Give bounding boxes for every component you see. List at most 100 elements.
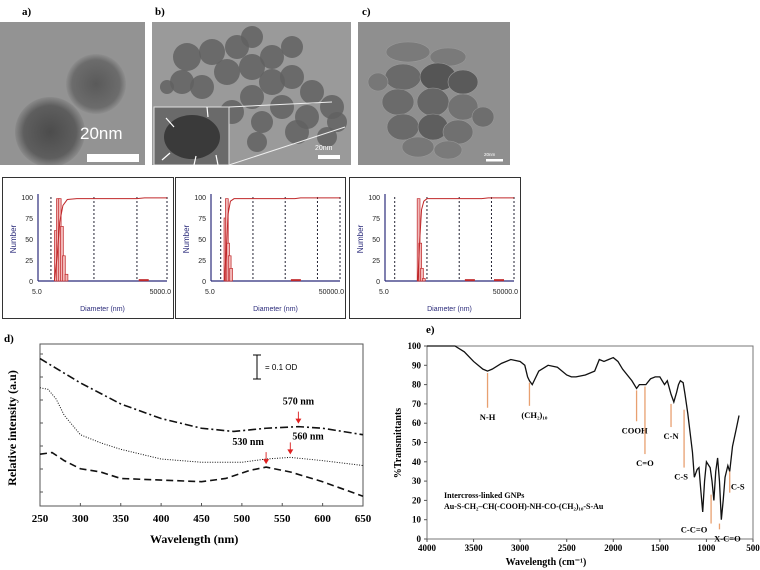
x-axis-title: Wavelength (cm⁻¹) <box>506 557 587 568</box>
annotation-label: C-S <box>674 472 688 482</box>
x-tick-label: 3500 <box>465 543 484 553</box>
size-distribution-chart-1: 0 25 50 75 100 5.0 5000.0 Diameter (nm) Number <box>2 177 174 319</box>
x-tick-label: 5.0 <box>205 289 215 296</box>
nanoparticle <box>199 39 225 65</box>
nanoparticle <box>66 54 126 114</box>
spectrum-dashed <box>39 451 364 498</box>
panel-label-d: d) <box>4 333 14 345</box>
y-axis-title: Number <box>9 224 18 253</box>
y-axis-title: Number <box>182 224 191 253</box>
nanoparticle <box>433 140 463 160</box>
y-tick-label: 25 <box>372 258 380 265</box>
annotation-label: C-N <box>663 431 679 441</box>
scale-bar-label: 20nm <box>484 152 496 157</box>
panel-label-e: e) <box>426 324 435 336</box>
zoom-line <box>228 101 333 108</box>
y-tick-label: 75 <box>25 216 33 223</box>
nanoparticle <box>259 69 285 95</box>
x-tick-label: 2000 <box>604 543 623 553</box>
y-tick-label: 25 <box>198 258 206 265</box>
x-tick-label: 650 <box>355 513 372 525</box>
x-tick-label: 250 <box>32 513 49 525</box>
x-tick-label: 5000.0 <box>150 289 172 296</box>
od-scale-label: = 0.1 OD <box>265 363 297 372</box>
nanoparticle <box>281 36 303 58</box>
x-axis-title: Diameter (nm) <box>253 306 298 313</box>
scale-bar-label: 20nm <box>315 145 333 152</box>
x-tick-label: 50000.0 <box>493 289 518 296</box>
nanoparticle <box>15 97 85 165</box>
y-tick-label: 50 <box>372 237 380 244</box>
y-tick-label: 100 <box>408 341 422 351</box>
nanoparticle <box>190 75 214 99</box>
annotation-label: C-S <box>731 482 745 492</box>
histogram-bar <box>464 279 475 282</box>
nanoparticle <box>173 43 201 71</box>
nanoparticle <box>386 113 420 141</box>
y-tick-label: 20 <box>412 495 422 505</box>
nanoparticle <box>285 120 309 144</box>
nanoparticle <box>300 80 324 104</box>
panel-label-c: c) <box>362 6 371 18</box>
histogram-bar <box>422 278 426 282</box>
cumulative-curve <box>53 197 167 282</box>
nanoparticle <box>214 59 240 85</box>
x-tick-label: 500 <box>234 513 251 525</box>
x-axis-title: Diameter (nm) <box>427 306 472 313</box>
nanoparticle <box>270 95 294 119</box>
x-tick-label: 350 <box>113 513 130 525</box>
x-tick-label: 4000 <box>418 543 437 553</box>
x-tick-label: 5.0 <box>32 289 42 296</box>
peak-label: 570 nm <box>283 397 315 408</box>
histogram-bar <box>420 268 424 282</box>
histogram-bar <box>62 255 66 282</box>
nanoparticle <box>251 111 273 133</box>
scale-bar <box>87 154 139 162</box>
panel-label-a: a) <box>22 6 32 18</box>
histogram-bar <box>60 226 64 282</box>
peak-arrow-icon <box>287 449 294 455</box>
y-tick-label: 50 <box>412 438 422 448</box>
nanoparticle <box>327 112 347 132</box>
nanoparticle <box>280 65 304 89</box>
y-tick-label: 50 <box>198 237 206 244</box>
scale-bar <box>486 159 503 162</box>
nanoparticle <box>260 45 284 69</box>
nanoparticle <box>417 113 449 141</box>
annotation-label: X-C=O <box>714 533 741 543</box>
y-tick-label: 40 <box>412 457 422 467</box>
y-tick-label: 30 <box>412 476 422 486</box>
cumulative-curve <box>223 197 340 282</box>
arrow-icon <box>161 106 219 165</box>
annotation-label: N-H <box>480 412 496 422</box>
uv-vis-chart: Wavelength (nm) Relative intensity (a.u)… <box>5 343 372 546</box>
y-tick-label: 75 <box>372 216 380 223</box>
zoom-line <box>228 126 346 165</box>
histogram-bar <box>64 273 69 282</box>
x-tick-label: 450 <box>193 513 210 525</box>
tem-image-a: 20nm <box>0 22 145 165</box>
peak-label: 530 nm <box>232 437 264 448</box>
annotation-label: C-C=O <box>681 525 708 535</box>
scale-bar <box>318 155 340 159</box>
legend-line-1: Intercross-linked GNPs <box>444 491 524 500</box>
nanoparticle <box>384 63 422 91</box>
spectrum-dotted <box>39 387 364 466</box>
y-tick-label: 0 <box>202 279 206 286</box>
size-distribution-chart-2: 0 25 50 75 100 5.0 50000.0 Diameter (nm) Number <box>175 177 346 319</box>
y-tick-label: 100 <box>21 195 33 202</box>
x-tick-label: 5.0 <box>379 289 389 296</box>
y-tick-label: 90 <box>412 360 422 370</box>
nanoparticle <box>442 119 474 145</box>
panel-label-b: b) <box>155 6 165 18</box>
nanoparticle <box>447 93 479 121</box>
cumulative-curve <box>417 197 514 282</box>
x-tick-label: 50000.0 <box>319 289 344 296</box>
nanoparticle <box>401 136 435 158</box>
tem-image-b: 20nm <box>152 22 351 165</box>
tem-image-c: 20nm <box>358 22 510 165</box>
y-tick-label: 100 <box>194 195 206 202</box>
ftir-chart: Wavelength (cm⁻¹) %Transmittants Intercr… <box>393 341 760 568</box>
peak-arrow-icon <box>295 418 302 424</box>
nanoparticle <box>240 85 264 109</box>
